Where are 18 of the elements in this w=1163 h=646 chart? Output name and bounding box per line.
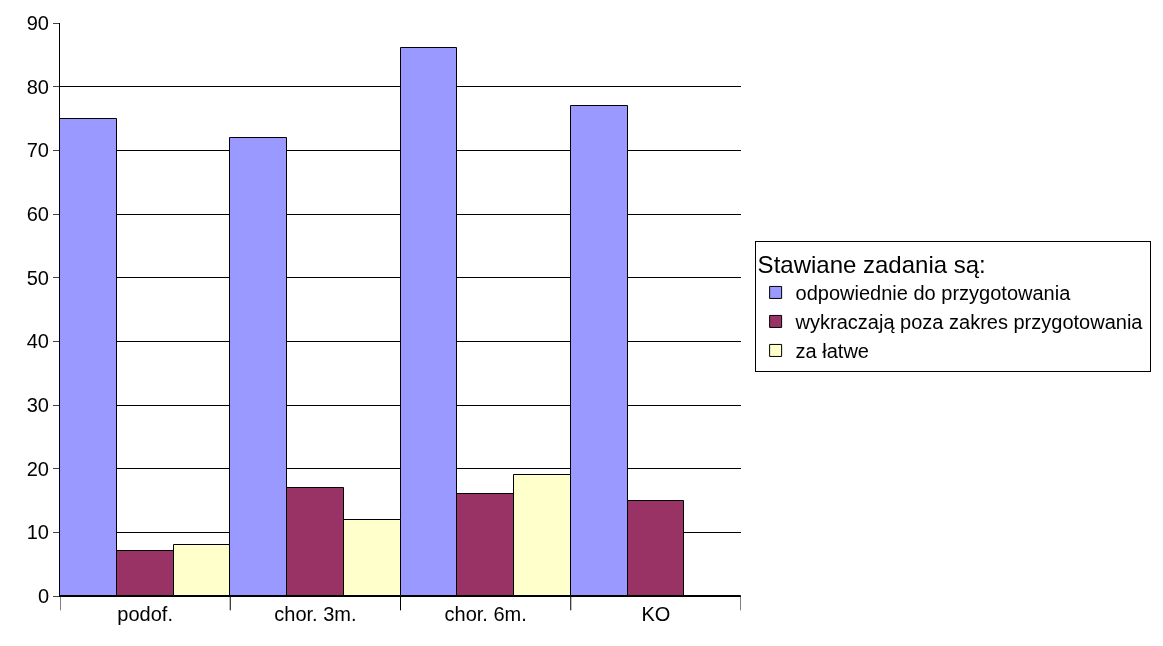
x-tick-label: chor. 6m. [444,603,527,625]
y-tick-label: 10 [26,521,49,544]
x-tick-label: chor. 3m. [274,603,357,625]
y-tick-label: 30 [26,394,49,416]
legend-label: za łatwe [795,340,869,363]
y-tick-label: 50 [26,266,49,289]
y-tick-label: 20 [26,457,49,480]
y-tick-label: 80 [26,75,49,98]
legend-title: Stawiane zadania są: [757,250,986,278]
x-tick-label: KO [641,603,671,625]
y-tick-label: 70 [26,139,49,162]
legend-label: odpowiednie do przygotowania [795,282,1072,305]
x-tick-label: podof. [117,603,173,625]
legend-label: wykraczają poza zakres przygotowania [794,311,1144,334]
y-tick-label: 40 [26,330,49,353]
y-tick-label: 0 [37,585,49,607]
y-tick-label: 90 [26,12,49,34]
y-tick-label: 60 [26,203,49,225]
